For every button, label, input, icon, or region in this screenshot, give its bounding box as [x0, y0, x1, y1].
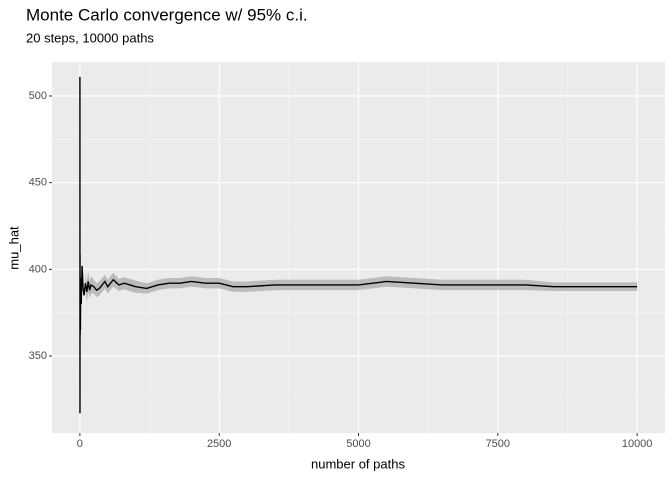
chart-title: Monte Carlo convergence w/ 95% c.i.	[26, 5, 308, 24]
x-axis-title: number of paths	[311, 456, 405, 471]
x-tick-label: 10000	[622, 438, 653, 450]
x-tick-label: 5000	[346, 438, 370, 450]
confidence-ribbon	[85, 271, 638, 303]
x-tick-label: 0	[77, 438, 83, 450]
y-tick-label: 500	[29, 90, 47, 102]
line	[79, 76, 638, 414]
y-tick-label: 400	[29, 263, 47, 275]
y-axis-title: mu_hat	[6, 226, 21, 270]
x-tick-label: 7500	[486, 438, 510, 450]
labels: 0 2500 5000 7500 10000 350 400 450 500	[29, 90, 653, 450]
y-tick-label: 350	[29, 350, 47, 362]
y-tick-label: 450	[29, 177, 47, 189]
x-tick-label: 2500	[207, 438, 231, 450]
marks	[79, 76, 638, 414]
chart-subtitle: 20 steps, 10000 paths	[26, 30, 154, 45]
